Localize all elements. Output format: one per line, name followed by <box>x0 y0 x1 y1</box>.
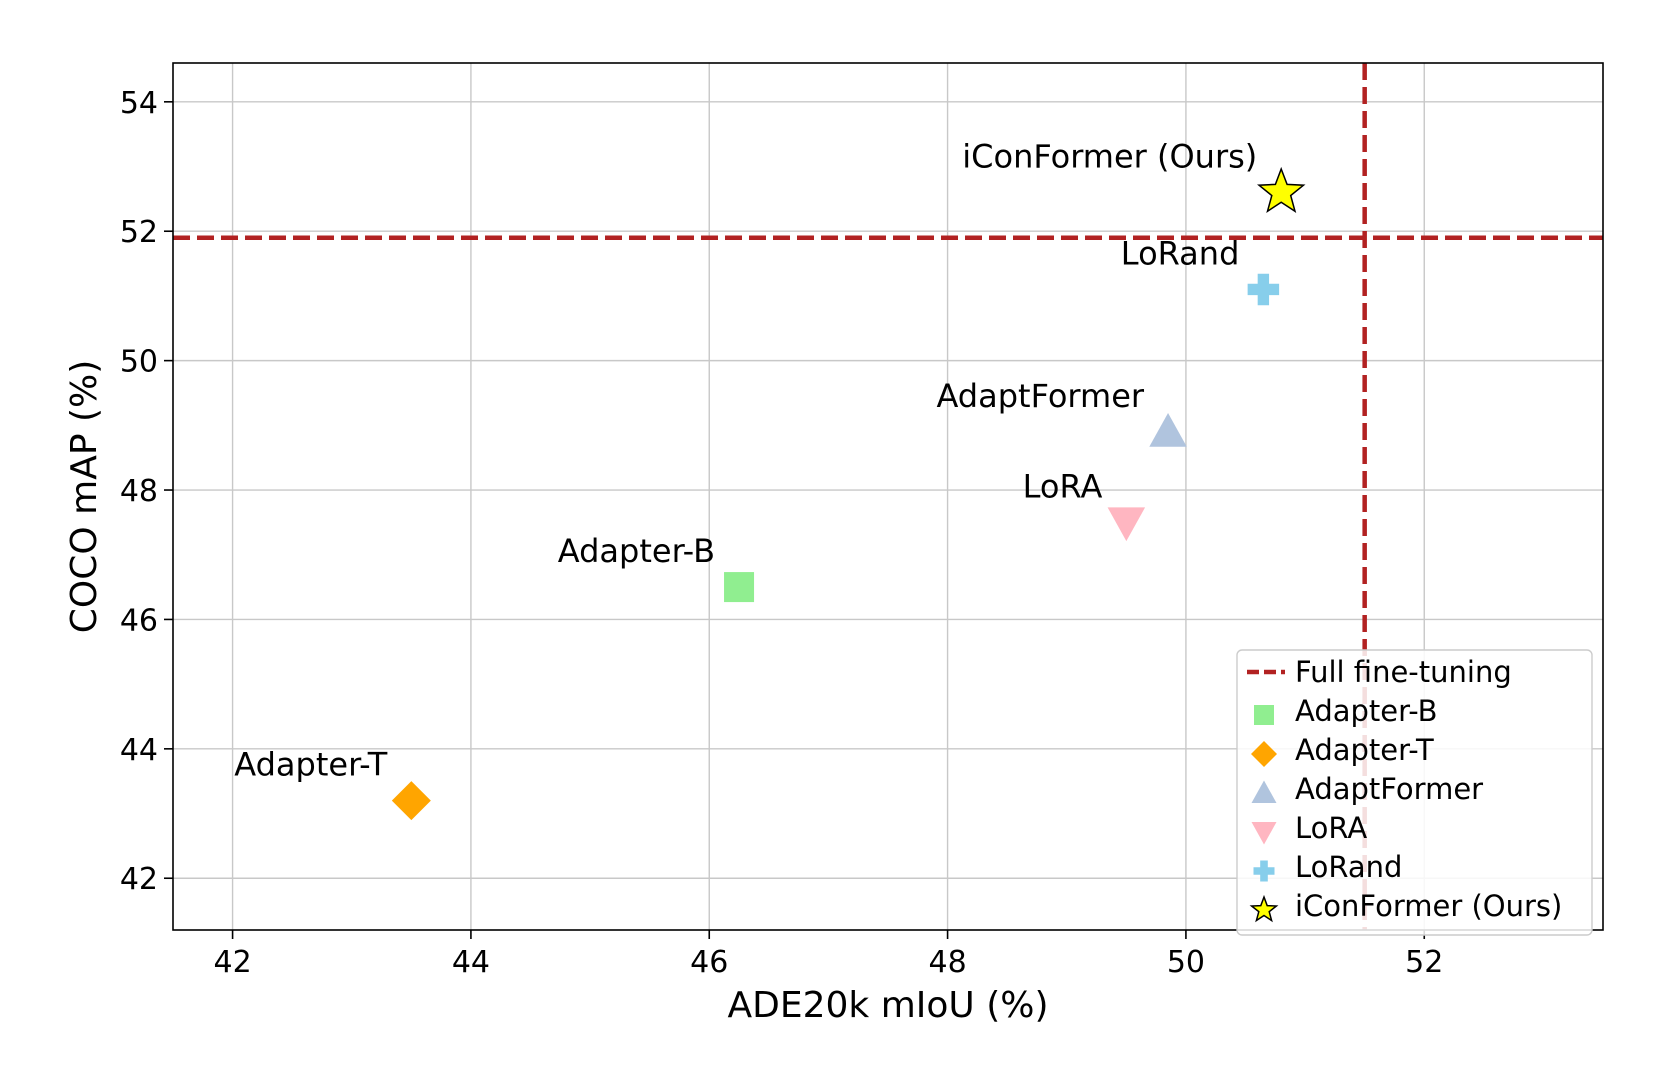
point-labels: Adapter-B Adapter-T AdaptFormer LoRA LoRand i… <box>234 137 1257 783</box>
axis-ticks: 42 44 46 48 50 52 42 44 46 48 50 52 54 <box>120 86 1444 980</box>
point-square <box>724 572 755 603</box>
x-tick-label: 50 <box>1167 945 1205 980</box>
plot-frame <box>172 62 1604 931</box>
legend-entry-label: LoRand <box>1295 850 1402 884</box>
y-tick-label: 44 <box>120 733 158 768</box>
y-tick-label: 54 <box>120 86 158 121</box>
legend-entry-label: iConFormer (Ours) <box>1295 889 1562 923</box>
point-diamond <box>391 781 431 821</box>
legend-entry-label: Full fine-tuning <box>1295 655 1512 689</box>
x-tick-label: 44 <box>452 945 490 980</box>
point-plus <box>1247 273 1280 306</box>
point-label: iConFormer (Ours) <box>962 137 1257 175</box>
point-triangle-down <box>1107 507 1146 542</box>
point-triangle-up <box>1149 413 1187 447</box>
y-axis-label: COCO mAP (%) <box>64 360 105 634</box>
legend-swatch-triangle-up <box>1251 780 1277 803</box>
y-tick-label: 42 <box>120 862 158 897</box>
y-tick-label: 52 <box>120 215 158 250</box>
y-tick-label: 48 <box>120 474 158 509</box>
legend-entry-label: AdaptFormer <box>1295 772 1483 806</box>
point-label: Adapter-B <box>558 532 715 570</box>
legend-entry-label: Adapter-T <box>1295 733 1434 767</box>
legend-swatch-plus <box>1253 860 1275 882</box>
x-axis-label: ADE20k mIoU (%) <box>728 985 1049 1026</box>
point-star <box>1256 166 1306 214</box>
legend-swatch-triangle-down <box>1251 822 1277 845</box>
y-tick-label: 50 <box>120 345 158 380</box>
legend-entry-label: LoRA <box>1295 811 1367 845</box>
x-tick-label: 52 <box>1405 945 1443 980</box>
point-label: AdaptFormer <box>936 377 1144 415</box>
x-tick-label: 48 <box>928 945 966 980</box>
legend: Full fine-tuning Adapter-B Adapter-T AdaptF… <box>1236 649 1593 936</box>
legend-swatch-diamond <box>1251 741 1277 767</box>
legend-swatch-star <box>1249 894 1279 923</box>
legend-swatch-square <box>1254 705 1274 725</box>
x-tick-label: 42 <box>213 945 251 980</box>
data-points <box>391 166 1306 821</box>
point-label: LoRand <box>1121 234 1240 272</box>
y-tick-label: 46 <box>120 603 158 638</box>
legend-box <box>1236 649 1593 936</box>
point-label: LoRA <box>1023 467 1103 505</box>
x-tick-label: 46 <box>690 945 728 980</box>
legend-entry-label: Adapter-B <box>1295 694 1438 728</box>
point-label: Adapter-T <box>234 746 388 784</box>
